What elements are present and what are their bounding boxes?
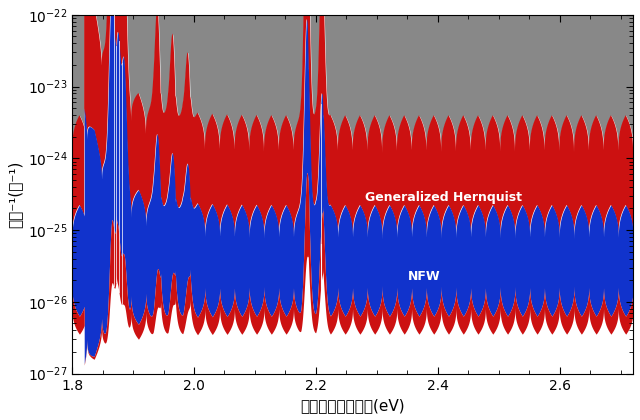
Text: NFW: NFW xyxy=(408,270,440,283)
X-axis label: ダークマター質量(eV): ダークマター質量(eV) xyxy=(300,398,405,413)
Y-axis label: 对命⁻¹(秒⁻¹): 对命⁻¹(秒⁻¹) xyxy=(7,160,22,228)
Text: Generalized Hernquist: Generalized Hernquist xyxy=(365,191,522,204)
